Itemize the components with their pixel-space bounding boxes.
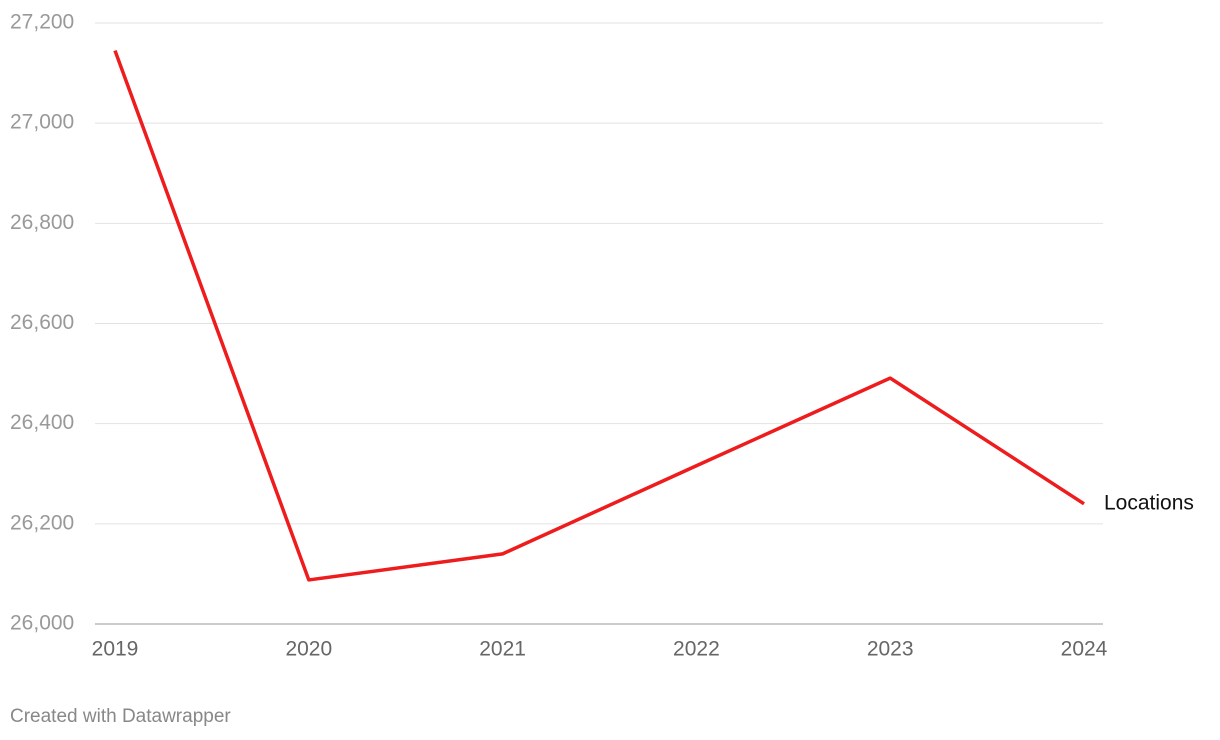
line bbox=[113, 49, 1085, 582]
line-label: Locations bbox=[1104, 491, 1194, 514]
y-tick-label: 27,000 bbox=[10, 111, 74, 134]
x-tick-label: 2021 bbox=[479, 638, 526, 661]
y-tick-label: 27,200 bbox=[10, 11, 74, 34]
x-tick-label: 2022 bbox=[673, 638, 720, 661]
y-tick-label: 26,400 bbox=[10, 411, 74, 434]
y-tick-label: 26,000 bbox=[10, 612, 74, 635]
y-tick-label: 26,200 bbox=[10, 511, 74, 534]
x-tick-label: 2020 bbox=[285, 638, 332, 661]
x-tick-label: 2019 bbox=[92, 638, 139, 661]
footer: Created with Datawrapper bbox=[10, 706, 231, 727]
y-tick-label: 26,600 bbox=[10, 311, 74, 334]
y-tick-label: 26,800 bbox=[10, 211, 74, 234]
x-tick-label: 2023 bbox=[867, 638, 914, 661]
x-tick-label: 2024 bbox=[1061, 638, 1108, 661]
